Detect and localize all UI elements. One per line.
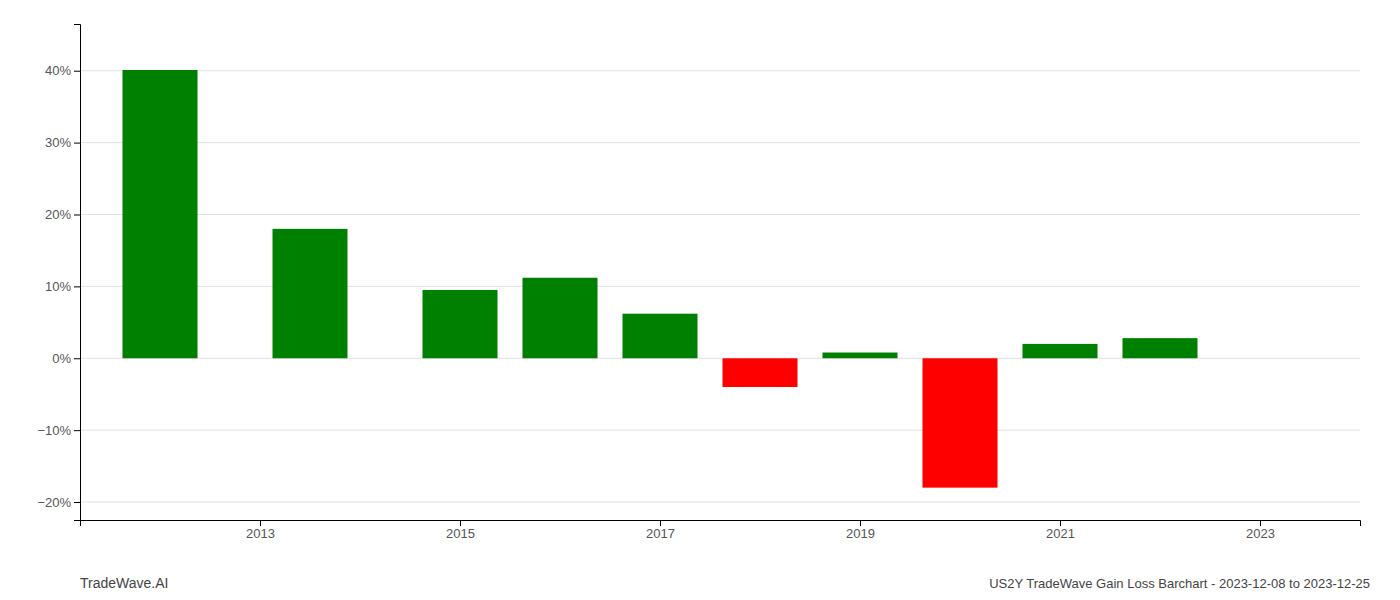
grid xyxy=(80,71,1360,502)
bar xyxy=(1123,338,1198,358)
grid-line xyxy=(80,502,1360,503)
y-tick-mark xyxy=(74,502,80,503)
grid-line xyxy=(80,430,1360,431)
bar xyxy=(723,358,798,387)
grid-line xyxy=(80,214,1360,215)
x-tick-label: 2017 xyxy=(646,526,675,541)
y-tick-label: −20% xyxy=(37,495,71,510)
grid-line xyxy=(80,70,1360,71)
bar xyxy=(623,314,698,359)
y-tick: −10% xyxy=(37,423,80,438)
x-tick: 2013 xyxy=(246,520,275,541)
y-tick-label: 30% xyxy=(45,135,71,150)
y-tick: 10% xyxy=(45,279,80,294)
y-tick: 0% xyxy=(52,351,80,366)
x-tick-label: 2023 xyxy=(1246,526,1275,541)
x-tick: 2021 xyxy=(1046,520,1075,541)
grid-line xyxy=(80,142,1360,143)
y-axis-line xyxy=(74,25,81,521)
x-tick: 2019 xyxy=(846,520,875,541)
y-tick-label: 10% xyxy=(45,279,71,294)
bar xyxy=(273,229,348,358)
y-tick-label: 0% xyxy=(52,351,71,366)
bar xyxy=(1023,344,1098,358)
y-tick-mark xyxy=(74,286,80,287)
y-tick-label: 20% xyxy=(45,207,71,222)
x-tick-label: 2015 xyxy=(446,526,475,541)
y-tick-mark xyxy=(74,143,80,144)
y-tick-mark xyxy=(74,430,80,431)
y-tick: −20% xyxy=(37,495,80,510)
y-tick: 30% xyxy=(45,135,80,150)
chart-container: 2013 2015 2017 2019 2021 2023 −20% −10% 0% 10% 20%… xyxy=(0,0,1400,600)
x-tick-mark xyxy=(860,520,861,526)
chart-svg: 2013 2015 2017 2019 2021 2023 −20% −10% 0% 10% 20%… xyxy=(0,0,1400,600)
bars xyxy=(123,70,1198,488)
x-tick-mark xyxy=(460,520,461,526)
y-tick-label: −10% xyxy=(37,423,71,438)
grid-line xyxy=(80,286,1360,287)
x-tick: 2023 xyxy=(1246,520,1275,541)
x-tick-mark xyxy=(1060,520,1061,526)
annotation: TradeWave.AI xyxy=(80,575,168,591)
x-tick-mark xyxy=(1260,520,1261,526)
y-tick-mark xyxy=(74,71,80,72)
bar xyxy=(123,70,198,358)
x-tick-mark xyxy=(260,520,261,526)
y-tick-label: 40% xyxy=(45,63,71,78)
plot-area: 2013 2015 2017 2019 2021 2023 −20% −10% 0% 10% 20%… xyxy=(37,25,1360,542)
x-tick-label: 2019 xyxy=(846,526,875,541)
bar xyxy=(523,278,598,359)
x-tick-label: 2021 xyxy=(1046,526,1075,541)
x-tick-label: 2013 xyxy=(246,526,275,541)
y-tick-mark xyxy=(74,214,80,215)
x-tick: 2015 xyxy=(446,520,475,541)
y-axis: −20% −10% 0% 10% 20% 30% 40% xyxy=(37,25,80,521)
x-axis: 2013 2015 2017 2019 2021 2023 xyxy=(81,520,1361,541)
x-tick: 2017 xyxy=(646,520,675,541)
y-tick-mark xyxy=(74,358,80,359)
y-tick: 20% xyxy=(45,207,80,222)
bar xyxy=(823,353,898,359)
y-tick: 40% xyxy=(45,63,80,78)
bar xyxy=(923,358,998,487)
x-axis-line xyxy=(81,521,1361,527)
title: US2Y TradeWave Gain Loss Barchart - 2023… xyxy=(989,576,1370,591)
x-tick-mark xyxy=(660,520,661,526)
bar xyxy=(423,290,498,358)
